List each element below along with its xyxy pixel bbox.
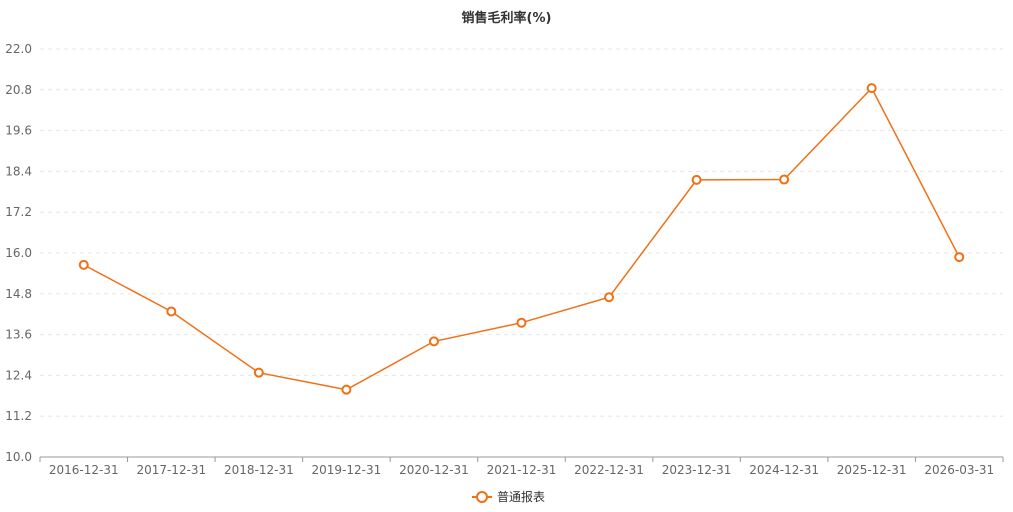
series-line	[83, 86, 960, 391]
data-point[interactable]	[166, 306, 177, 317]
grid-layer	[40, 48, 1003, 417]
y-tick-label: 11.2	[5, 409, 32, 423]
data-point[interactable]	[691, 174, 702, 185]
data-point[interactable]	[516, 317, 527, 328]
x-tick-label: 2016-12-31	[49, 463, 119, 477]
x-tick-label: 2023-12-31	[662, 463, 732, 477]
data-point[interactable]	[866, 83, 877, 94]
chart-title: 销售毛利率(%)	[461, 11, 552, 26]
legend[interactable]: 普通报表	[472, 489, 545, 504]
x-tick-label: 2025-12-31	[837, 463, 907, 477]
y-tick-label: 14.8	[5, 287, 32, 301]
x-tick-label: 2019-12-31	[312, 463, 382, 477]
data-point[interactable]	[779, 174, 790, 185]
legend-marker-icon	[476, 491, 488, 503]
data-point[interactable]	[341, 384, 352, 395]
y-tick-label: 10.0	[5, 450, 32, 464]
series-layer	[78, 83, 965, 395]
axis-layer: 10.0 11.2 12.4 13.6 14.8 16.0 17.2 18.4 19.6 20.8…	[5, 42, 1004, 477]
y-tick-label: 13.6	[5, 328, 32, 342]
y-tick-label: 22.0	[5, 42, 32, 56]
data-point[interactable]	[253, 367, 264, 378]
y-tick-label: 17.2	[5, 205, 32, 219]
data-point[interactable]	[604, 292, 615, 303]
x-tick-label: 2018-12-31	[224, 463, 294, 477]
y-tick-label: 18.4	[5, 164, 32, 178]
x-tick-label: 2017-12-31	[136, 463, 206, 477]
y-tick-label: 12.4	[5, 368, 32, 382]
data-point[interactable]	[78, 259, 89, 270]
data-point[interactable]	[954, 252, 965, 263]
x-tick-label: 2021-12-31	[487, 463, 557, 477]
x-tick-label: 2020-12-31	[399, 463, 469, 477]
y-tick-label: 16.0	[5, 246, 32, 260]
x-tick-label: 2026-03-31	[924, 463, 994, 477]
x-tick-label: 2024-12-31	[749, 463, 819, 477]
legend-label: 普通报表	[497, 489, 545, 504]
x-tick-label: 2022-12-31	[574, 463, 644, 477]
y-tick-label: 19.6	[5, 124, 32, 138]
y-tick-label: 20.8	[5, 83, 32, 97]
data-point[interactable]	[428, 336, 439, 347]
